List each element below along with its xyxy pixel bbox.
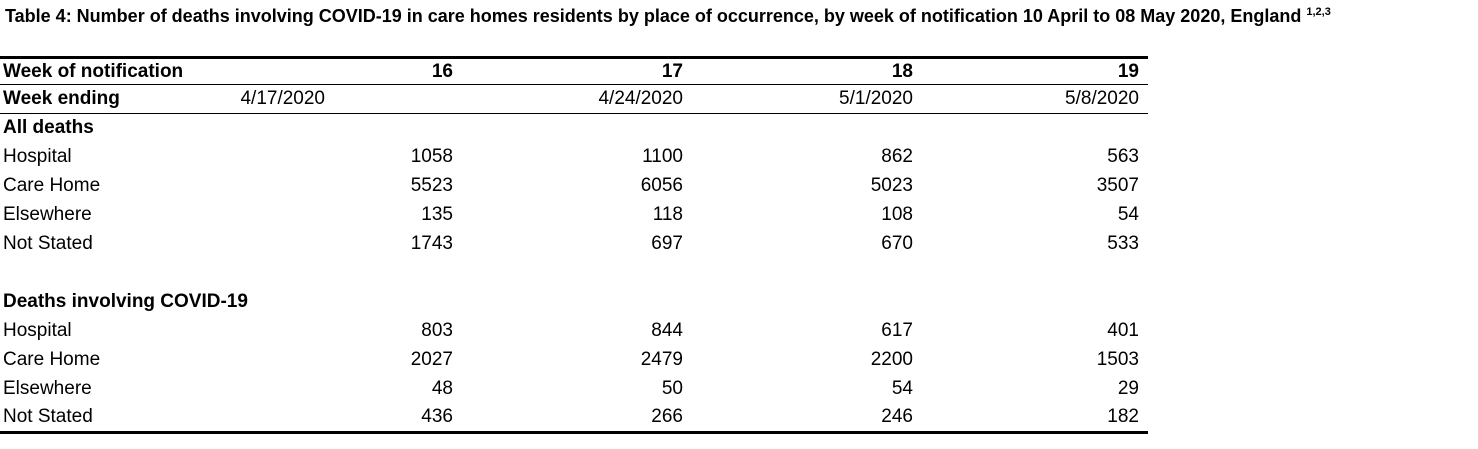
week-ending-date-cell: 5/1/2020 — [685, 84, 915, 114]
value-cell: 29 — [1117, 378, 1139, 399]
value-cell: 862 — [881, 146, 913, 167]
value-cell: 2479 — [640, 349, 683, 370]
value-cell: 135 — [421, 204, 453, 225]
value-cell: 533 — [1107, 233, 1139, 254]
week-number-cell: 16 — [200, 57, 455, 85]
value-cell: 2027 — [410, 349, 453, 370]
value-cell: 697 — [651, 233, 683, 254]
value-cell: 1743 — [410, 233, 453, 254]
spacer-cell — [0, 259, 1148, 288]
value-cell: 436 — [421, 406, 453, 428]
week-ending-date-cell: 4/24/2020 — [455, 84, 685, 114]
row-label-cell: Hospital — [3, 146, 72, 167]
section-header-row: All deaths — [0, 114, 1148, 143]
section-header-row: Deaths involving COVID-19 — [0, 288, 1148, 317]
value-cell: 48 — [431, 378, 453, 399]
table-row: Care Home 2027 2479 2200 1503 — [0, 346, 1148, 375]
row-label-cell: Not Stated — [3, 233, 93, 254]
table-row: Hospital 803 844 617 401 — [0, 317, 1148, 346]
value-cell: 6056 — [640, 175, 683, 196]
value-cell: 670 — [881, 233, 913, 254]
table-row: Elsewhere 48 50 54 29 — [0, 375, 1148, 404]
row-label-cell: Elsewhere — [3, 378, 92, 399]
value-cell: 1100 — [642, 146, 683, 167]
value-cell: 617 — [881, 320, 913, 341]
value-cell: 5523 — [410, 175, 453, 196]
table-row: Hospital 1058 1100 862 563 — [0, 143, 1148, 172]
table-title-text: Table 4: Number of deaths involving COVI… — [5, 6, 1302, 26]
value-cell: 108 — [881, 204, 913, 225]
week-number-cell: 18 — [685, 57, 915, 85]
row-label-cell: Not Stated — [3, 406, 93, 428]
table-title-footnote-markers: 1,2,3 — [1306, 6, 1331, 18]
table-title: Table 4: Number of deaths involving COVI… — [5, 6, 1478, 27]
value-cell: 1503 — [1096, 349, 1139, 370]
value-cell: 54 — [1117, 204, 1139, 225]
table-row: Not Stated 1743 697 670 533 — [0, 230, 1148, 259]
value-cell: 1058 — [410, 146, 453, 167]
value-cell: 182 — [1107, 406, 1139, 428]
value-cell: 401 — [1107, 320, 1139, 341]
table-row: Care Home 5523 6056 5023 3507 — [0, 172, 1148, 201]
row-label-cell: Care Home — [3, 175, 101, 196]
deaths-table: Week of notification 16 17 18 19 Week endin… — [0, 56, 1148, 434]
week-number-cell: 17 — [455, 57, 685, 85]
week-ending-date-cell: 4/17/2020 — [200, 84, 455, 114]
value-cell: 3507 — [1096, 175, 1139, 196]
week-ending-label: Week ending — [0, 84, 200, 114]
table-row: Not Stated 436 266 246 182 — [0, 404, 1148, 433]
week-ending-date-cell: 5/8/2020 — [915, 84, 1148, 114]
table-row: Elsewhere 135 118 108 54 — [0, 201, 1148, 230]
value-cell: 266 — [651, 406, 683, 428]
value-cell: 803 — [421, 320, 453, 341]
value-cell: 50 — [661, 378, 683, 399]
value-cell: 5023 — [870, 175, 913, 196]
spacer-row — [0, 259, 1148, 288]
value-cell: 118 — [652, 204, 683, 225]
value-cell: 2200 — [870, 349, 913, 370]
week-ending-row: Week ending 4/17/2020 4/24/2020 5/1/2020 5/… — [0, 84, 1148, 114]
value-cell: 246 — [881, 406, 913, 428]
row-label-cell: Elsewhere — [3, 204, 92, 225]
value-cell: 844 — [651, 320, 683, 341]
table-body: All deaths Hospital 1058 1100 862 563 Care Hom… — [0, 114, 1148, 433]
row-label-cell: Hospital — [3, 320, 72, 341]
value-cell: 54 — [891, 378, 913, 399]
value-cell: 563 — [1107, 146, 1139, 167]
section-label: All deaths — [3, 117, 94, 139]
week-notification-row: Week of notification 16 17 18 19 — [0, 57, 1148, 85]
week-of-notification-label: Week of notification — [0, 57, 200, 85]
row-label-cell: Care Home — [3, 349, 101, 370]
week-number-cell: 19 — [915, 57, 1148, 85]
section-label: Deaths involving COVID-19 — [3, 291, 248, 312]
